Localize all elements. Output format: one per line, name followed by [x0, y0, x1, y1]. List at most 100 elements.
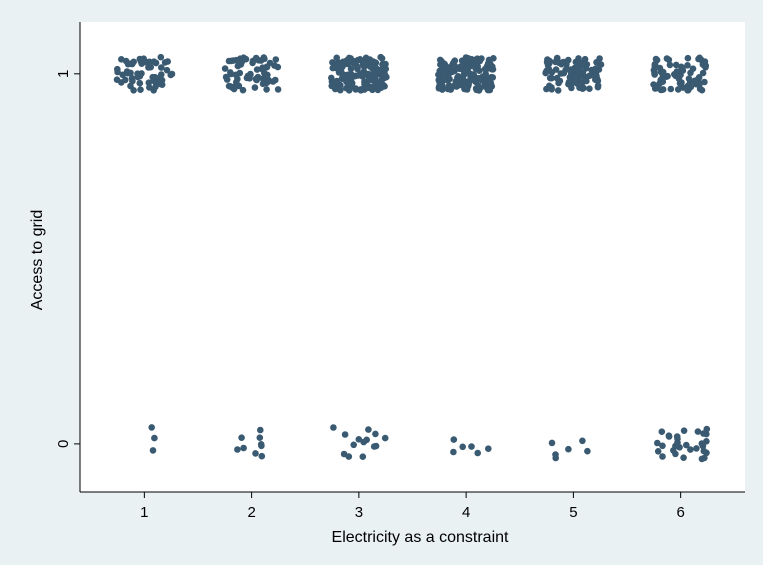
- data-point: [680, 454, 687, 462]
- data-point: [674, 435, 681, 443]
- data-point: [548, 439, 556, 447]
- data-point: [369, 86, 376, 94]
- data-point: [238, 58, 246, 66]
- data-point: [474, 449, 482, 457]
- data-point: [113, 76, 121, 83]
- data-point: [665, 56, 673, 64]
- data-point: [157, 53, 165, 61]
- data-point: [330, 424, 337, 431]
- data-point: [579, 437, 586, 445]
- data-point: [486, 77, 494, 85]
- data-point: [574, 80, 581, 87]
- data-point: [546, 82, 553, 90]
- data-point: [696, 54, 703, 62]
- data-point: [441, 61, 449, 69]
- data-point: [349, 83, 356, 91]
- data-point: [674, 86, 682, 93]
- data-point: [685, 75, 693, 82]
- data-point: [149, 73, 156, 81]
- data-point: [568, 79, 576, 87]
- data-point: [593, 72, 600, 80]
- y-tick-label: 1: [55, 70, 72, 78]
- data-point: [253, 66, 261, 73]
- data-point: [580, 84, 587, 92]
- data-point: [471, 56, 479, 64]
- data-point: [238, 434, 245, 442]
- data-point: [684, 54, 692, 62]
- data-point: [137, 86, 144, 93]
- data-point: [481, 65, 489, 73]
- data-point: [695, 74, 703, 81]
- data-point: [337, 81, 344, 89]
- data-point: [695, 80, 703, 87]
- data-point: [665, 433, 673, 440]
- data-point: [558, 60, 565, 68]
- data-point: [654, 448, 662, 455]
- data-point: [372, 59, 380, 66]
- x-axis-title: Electricity as a constraint: [332, 529, 510, 546]
- data-point: [652, 55, 660, 63]
- data-point: [548, 69, 556, 76]
- data-point: [240, 444, 247, 452]
- data-point: [592, 67, 600, 75]
- data-point: [473, 86, 480, 94]
- data-point: [439, 68, 447, 75]
- data-point: [460, 62, 467, 69]
- data-point: [227, 70, 235, 78]
- data-point: [138, 60, 145, 67]
- data-point: [666, 61, 674, 69]
- data-point: [152, 59, 160, 67]
- data-point: [272, 56, 280, 63]
- data-point: [269, 78, 277, 85]
- data-point: [461, 85, 468, 93]
- data-point: [370, 77, 377, 84]
- data-point: [567, 66, 575, 73]
- data-point: [352, 72, 360, 80]
- data-point: [437, 75, 445, 83]
- data-point: [454, 73, 462, 80]
- data-point: [563, 58, 571, 66]
- data-point: [347, 65, 355, 73]
- data-point: [343, 84, 350, 92]
- data-point: [703, 449, 710, 457]
- data-point: [472, 65, 480, 72]
- data-point: [687, 69, 694, 77]
- data-point: [667, 85, 675, 93]
- x-tick-label: 1: [140, 504, 148, 521]
- data-point: [358, 86, 366, 93]
- data-point: [568, 84, 575, 92]
- data-point: [158, 64, 165, 71]
- data-point: [255, 57, 262, 64]
- plot-area: [80, 22, 745, 492]
- data-point: [149, 447, 157, 454]
- data-point: [654, 439, 661, 447]
- data-point: [345, 76, 353, 84]
- data-point: [451, 81, 459, 89]
- data-point: [151, 434, 158, 442]
- data-point: [696, 85, 704, 93]
- data-point: [594, 83, 602, 91]
- data-point: [164, 58, 171, 65]
- data-point: [127, 69, 134, 77]
- data-point: [656, 80, 663, 87]
- data-point: [445, 82, 453, 89]
- data-point: [367, 71, 375, 78]
- data-point: [659, 453, 666, 460]
- data-point: [263, 86, 270, 93]
- data-point: [328, 74, 335, 82]
- data-point: [258, 452, 266, 460]
- data-point: [687, 446, 694, 453]
- data-point: [158, 71, 165, 78]
- x-tick-label: 4: [462, 504, 470, 521]
- data-point: [693, 445, 700, 452]
- data-point: [234, 446, 241, 453]
- data-point: [361, 81, 368, 88]
- data-point: [583, 77, 590, 85]
- data-point: [437, 61, 444, 68]
- data-point: [573, 68, 580, 75]
- data-point: [341, 431, 349, 438]
- data-point: [148, 424, 155, 431]
- data-point: [701, 454, 708, 462]
- data-point: [364, 58, 372, 66]
